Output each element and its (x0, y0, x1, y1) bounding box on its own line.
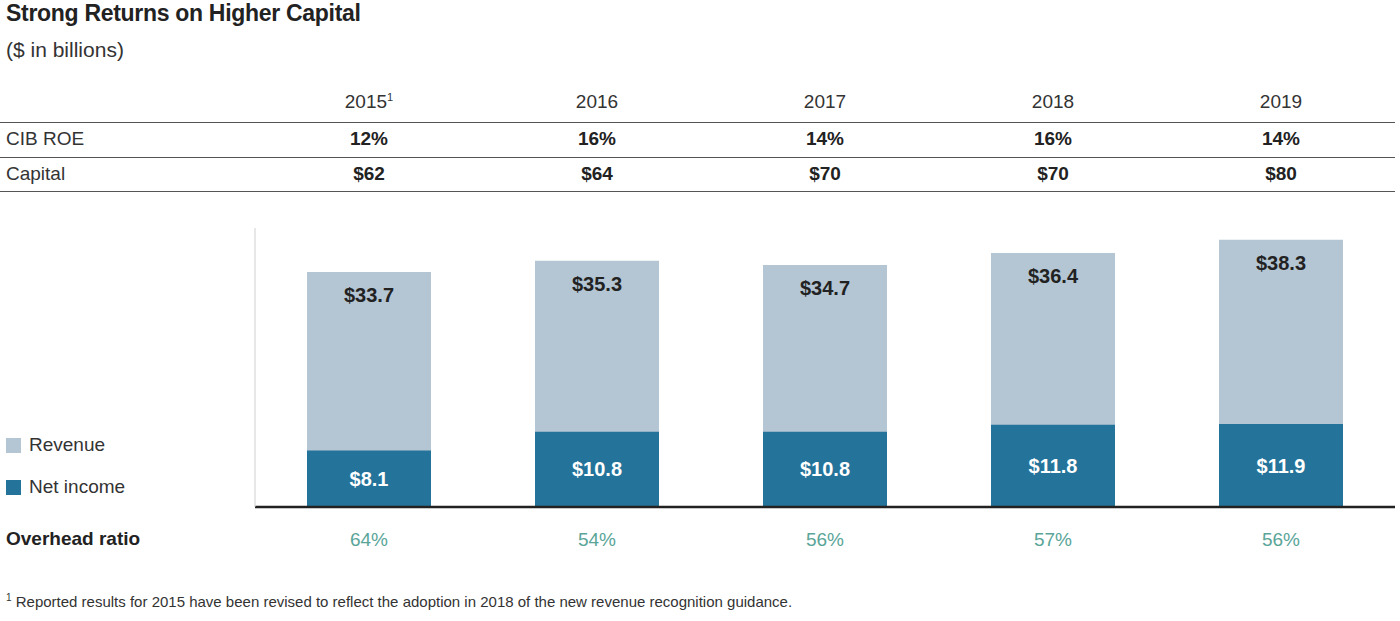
html-text:Capital: Capital (6, 163, 66, 184)
html-text:2019: 2019 (1259, 91, 1303, 112)
svg-text:$34.7: $34.7 (800, 277, 850, 299)
html-text:2017: 2017 (803, 91, 847, 112)
html-text:Strong Returns on Higher Capit: Strong Returns on Higher Capital (6, 0, 361, 26)
svg-text:$11.9: $11.9 (1257, 455, 1306, 477)
html-text:56%: 56% (806, 529, 844, 550)
html-text:1 Reported results for 2015 ha: 1 Reported results for 2015 have been re… (6, 592, 793, 610)
html-text:16%: 16% (1034, 128, 1072, 149)
html-text:Net income: Net income (29, 476, 126, 497)
html-text:2018: 2018 (1031, 91, 1075, 112)
html-text:54%: 54% (578, 529, 616, 550)
svg-text:$8.1: $8.1 (350, 468, 389, 490)
html-text:1: 1 (387, 91, 394, 103)
html-text:$70: $70 (1037, 163, 1069, 184)
html-text:57%: 57% (1034, 529, 1072, 550)
html-text:Overhead ratio: Overhead ratio (6, 528, 141, 549)
html-text:2015: 2015 (344, 91, 388, 113)
html-text:CIB ROE: CIB ROE (6, 128, 85, 149)
svg-text:$10.8: $10.8 (572, 458, 622, 480)
html-text:($ in billions): ($ in billions) (6, 38, 124, 61)
html-text:14%: 14% (806, 128, 844, 149)
html-text:16%: 16% (578, 128, 616, 149)
html-text:Revenue: Revenue (29, 434, 106, 455)
svg-text:$33.7: $33.7 (344, 284, 394, 306)
html-text:14%: 14% (1262, 128, 1300, 149)
svg-text:$11.8: $11.8 (1029, 455, 1078, 477)
svg-text:$36.4: $36.4 (1028, 265, 1079, 287)
svg-text:$35.3: $35.3 (572, 273, 622, 295)
html-text:$64: $64 (581, 163, 613, 184)
svg-text:$10.8: $10.8 (800, 458, 850, 480)
html-text:$80: $80 (1265, 163, 1297, 184)
html-text:56%: 56% (1262, 529, 1300, 550)
html-text:$70: $70 (809, 163, 841, 184)
html-text:2016: 2016 (575, 91, 619, 112)
html-text:12%: 12% (350, 128, 388, 149)
html-text:64%: 64% (350, 529, 388, 550)
svg-text:$38.3: $38.3 (1256, 252, 1306, 274)
html-text:$62: $62 (353, 163, 385, 184)
